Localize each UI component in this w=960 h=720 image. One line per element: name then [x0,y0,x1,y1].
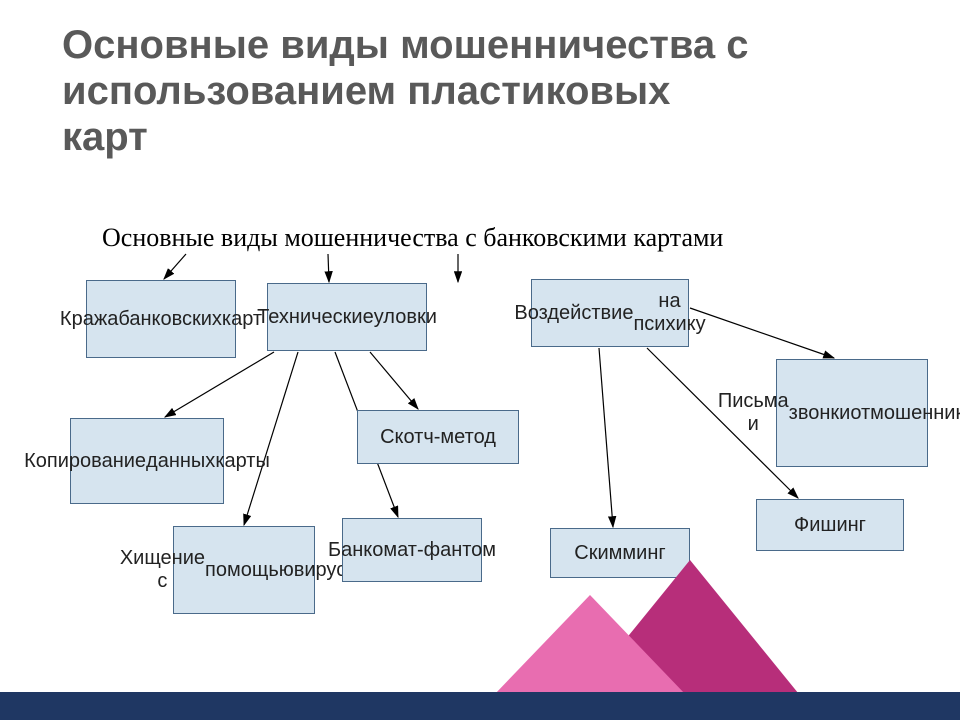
node-virus: Хищение спомощьювирусов [173,526,315,614]
node-letters: Письма извонкиотмошенников [776,359,928,467]
diagram-subtitle: Основные виды мошенничества с банковским… [102,223,723,253]
footer-bar [0,692,960,720]
node-psych: Воздействиена психику [531,279,689,347]
node-phishing: Фишинг [756,499,904,551]
slide-title: Основные виды мошенничества с использова… [62,22,749,160]
node-tech: Техническиеуловки [267,283,427,351]
node-theft: Кражабанковскихкарт [86,280,236,358]
node-atm: Банкомат-фантом [342,518,482,582]
title-line1: Основные виды мошенничества с [62,23,749,67]
title-line2: использованием пластиковых [62,69,670,113]
node-copy: Копированиеданныхкарты [70,418,224,504]
node-scotch: Скотч-метод [357,410,519,464]
title-line3: карт [62,115,148,159]
